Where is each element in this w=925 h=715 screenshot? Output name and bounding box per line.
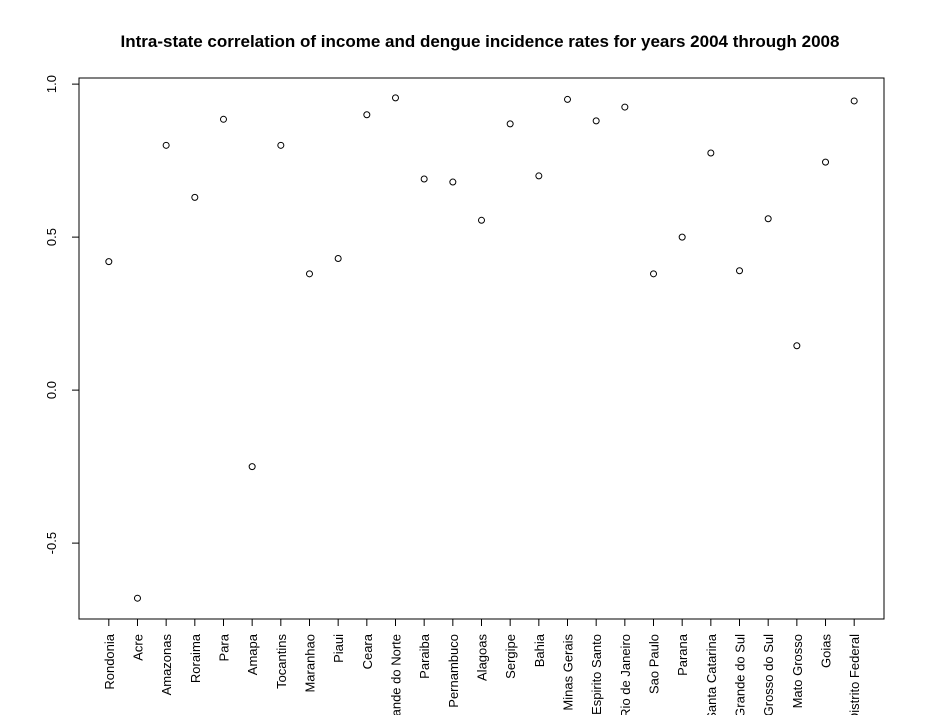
chart-title: Intra-state correlation of income and de…	[121, 32, 840, 51]
x-tick-label: Rio Grande do Norte	[388, 634, 403, 715]
point	[764, 215, 772, 223]
x-tick-label: Amapa	[245, 633, 260, 675]
point	[707, 149, 715, 157]
point	[277, 141, 285, 149]
x-tick-label: Roraima	[188, 633, 203, 683]
point	[391, 94, 399, 102]
point	[678, 233, 686, 241]
x-tick-label: Santa Catarina	[704, 633, 719, 715]
point	[506, 120, 514, 128]
x-tick-label: Amazonas	[159, 634, 174, 696]
point	[650, 270, 658, 278]
x-tick-label: Sergipe	[503, 634, 518, 679]
point	[449, 178, 457, 186]
point	[334, 255, 342, 263]
y-tick-label: 1.0	[44, 75, 59, 93]
point	[162, 141, 170, 149]
x-tick-label: Sao Paulo	[647, 634, 662, 694]
x-tick-label: Paraiba	[417, 633, 432, 679]
point	[736, 267, 744, 275]
point	[793, 342, 801, 350]
plot-frame	[78, 77, 885, 620]
x-tick-label: Goias	[819, 634, 834, 668]
x-tick-label: Piaui	[331, 634, 346, 663]
point	[105, 258, 113, 266]
point	[248, 463, 256, 471]
x-tick-label: Acre	[130, 634, 145, 661]
point	[133, 594, 141, 602]
x-tick-label: Minas Gerais	[561, 634, 576, 711]
x-tick-label: Mato Grosso do Sul	[761, 634, 776, 715]
point	[478, 216, 485, 224]
point	[535, 172, 543, 180]
x-tick-label: Parana	[675, 633, 690, 676]
x-tick-label: Ceara	[360, 633, 375, 669]
x-tick-label: Rio de Janeiro	[618, 634, 633, 715]
x-tick-label: Para	[216, 633, 231, 661]
point	[305, 270, 313, 278]
point	[564, 95, 572, 103]
y-tick-label: 0.5	[44, 228, 59, 246]
x-tick-label: Bahia	[532, 633, 547, 667]
point	[191, 193, 199, 201]
point	[592, 117, 600, 125]
y-tick-label: -0.5	[44, 532, 59, 554]
point	[363, 111, 371, 119]
x-tick-label: Alagoas	[475, 634, 490, 681]
x-tick-label: Pernambuco	[446, 634, 461, 708]
x-tick-label: Rondonia	[102, 633, 117, 689]
x-tick-label: Rio Grande do Sul	[733, 634, 748, 715]
y-tick-label: 0.0	[44, 381, 59, 399]
point	[822, 158, 830, 166]
x-tick-label: Distrito Federal	[847, 634, 862, 715]
x-tick-label: Tocantins	[274, 634, 289, 689]
point	[850, 97, 858, 105]
x-tick-label: Maranhao	[302, 634, 317, 693]
x-tick-label: Espirito Santo	[589, 634, 604, 715]
point	[621, 103, 629, 111]
point	[219, 115, 227, 123]
point	[420, 175, 428, 183]
x-tick-label: Mato Grosso	[790, 634, 805, 708]
